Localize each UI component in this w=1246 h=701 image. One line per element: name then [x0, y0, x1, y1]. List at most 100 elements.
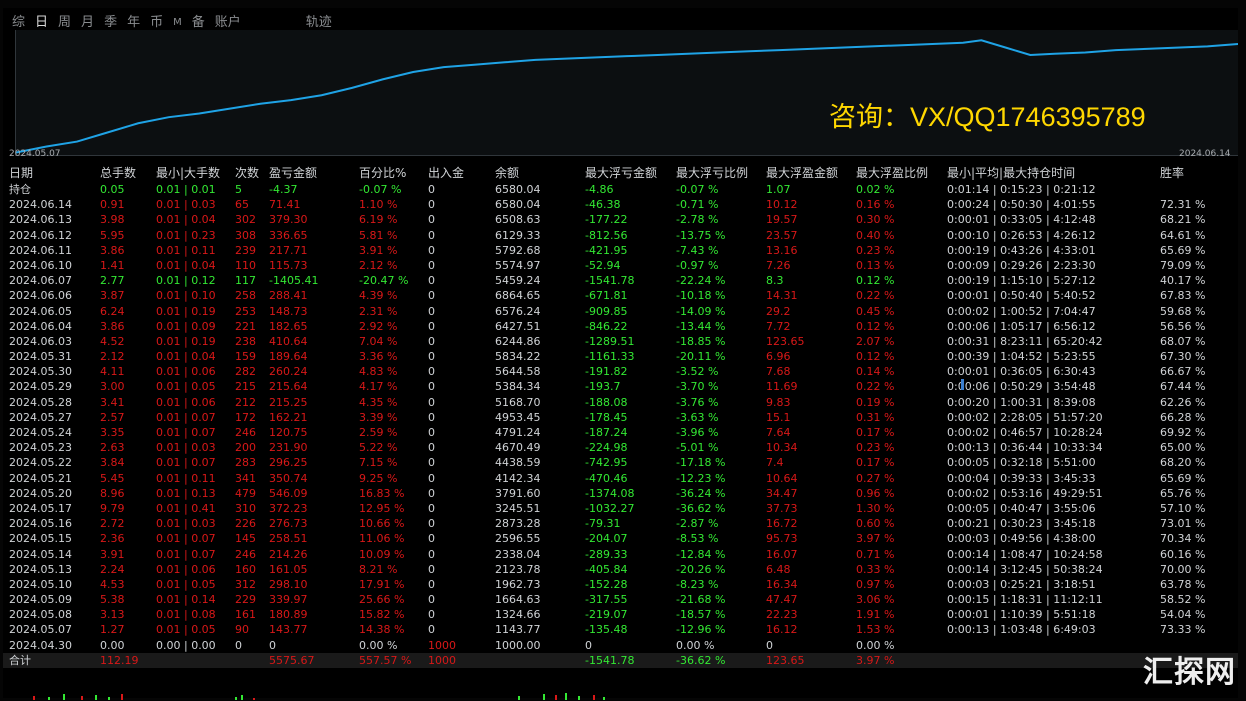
tab-10[interactable]: 轨迹 [305, 15, 332, 30]
table-row-20[interactable]: 2024.05.20 8.96 0.01 | 0.13 479 546.09 16.83 … [3, 486, 1238, 501]
table-row-12-col-1: 4.11 [100, 365, 125, 379]
table-row-29[interactable]: 2024.05.07 1.27 0.01 | 0.05 90 143.77 14.38 %… [3, 622, 1238, 637]
table-row-5-col-5: 2.12 % [359, 258, 398, 272]
table-row-13-col-8: -193.7 [585, 380, 621, 394]
table-row-16-col-9: -3.96 % [676, 426, 719, 439]
tab-bar: 综日周月季年币 M 备账户 轨迹 [7, 12, 337, 34]
table-row-19-col-5: 9.25 % [359, 471, 398, 485]
table-row-18-col-4: 296.25 [269, 456, 308, 470]
table-row-18-col-3: 283 [235, 456, 256, 470]
table-row-13[interactable]: 2024.05.29 3.00 0.01 | 0.05 215 215.64 4.17 %… [3, 379, 1238, 394]
table-row-12[interactable]: 2024.05.30 4.11 0.01 | 0.06 282 260.24 4.83 %… [3, 364, 1238, 379]
table-header: 日期 总手数 最小|大手数 次数 盈亏金额 百分比% 出入金 余额 最大浮亏金额 最大浮亏比例 最大… [3, 165, 1238, 182]
tab-6[interactable]: 币 [150, 15, 164, 30]
table-row-6-col-7: 5459.24 [495, 274, 541, 288]
tab-5[interactable]: 年 [127, 15, 141, 30]
tab-0[interactable]: 综 [12, 15, 26, 30]
table-row-4-col-4: 217.71 [269, 243, 308, 257]
table-row-21[interactable]: 2024.05.17 9.79 0.01 | 0.41 310 372.23 12.95 … [3, 501, 1238, 516]
table-row-23-col-0: 2024.05.15 [9, 532, 72, 546]
table-row-16[interactable]: 2024.05.24 3.35 0.01 | 0.07 246 120.75 2.59 %… [3, 425, 1238, 440]
table-row-26-col-13: 63.78 % [1160, 577, 1206, 591]
table-row-10[interactable]: 2024.06.03 4.52 0.01 | 0.19 238 410.64 7.04 %… [3, 334, 1238, 349]
tab-4[interactable]: 季 [104, 15, 118, 30]
table-row-16-col-8: -187.24 [585, 426, 628, 439]
table-row-5[interactable]: 2024.06.10 1.41 0.01 | 0.04 110 115.73 2.12 %… [3, 258, 1238, 273]
table-row-24[interactable]: 2024.05.14 3.91 0.01 | 0.07 246 214.26 10.09 … [3, 547, 1238, 562]
table-row-15[interactable]: 2024.05.27 2.57 0.01 | 0.07 172 162.21 3.39 %… [3, 410, 1238, 425]
table-row-4[interactable]: 2024.06.11 3.86 0.01 | 0.11 239 217.71 3.91 %… [3, 243, 1238, 258]
table-row-3[interactable]: 2024.06.12 5.95 0.01 | 0.23 308 336.65 5.81 %… [3, 228, 1238, 243]
table-row-1-col-11: 0.16 % [856, 198, 895, 212]
table-row-16-col-11: 0.17 % [856, 426, 895, 439]
table-row-17-col-1: 2.63 [100, 441, 125, 455]
table-row-1[interactable]: 2024.06.14 0.91 0.01 | 0.03 65 71.41 1.10 % 0 6… [3, 197, 1238, 212]
table-row-2[interactable]: 2024.06.13 3.98 0.01 | 0.04 302 379.30 6.19 %… [3, 212, 1238, 227]
table-row-19-col-4: 350.74 [269, 471, 308, 485]
table-row-26-col-10: 16.34 [766, 577, 798, 591]
table-row-6-col-8: -1541.78 [585, 274, 635, 288]
table-row-23-col-10: 95.73 [766, 532, 798, 546]
table-row-25-col-13: 70.00 % [1160, 562, 1206, 576]
table-row-18[interactable]: 2024.05.22 3.84 0.01 | 0.07 283 296.25 7.15 %… [3, 455, 1238, 470]
table-row-27[interactable]: 2024.05.09 5.38 0.01 | 0.14 229 339.97 25.66 … [3, 592, 1238, 607]
table-row-3-col-5: 5.81 % [359, 228, 398, 242]
table-row-17[interactable]: 2024.05.23 2.63 0.01 | 0.03 200 231.90 5.22 %… [3, 440, 1238, 455]
table-row-6[interactable]: 2024.06.07 2.77 0.01 | 0.12 117 -1405.41 -20.… [3, 273, 1238, 288]
table-row-14[interactable]: 2024.05.28 3.41 0.01 | 0.06 212 215.25 4.35 %… [3, 395, 1238, 410]
table-row-9-col-12: 0:00:06 | 1:05:17 | 6:56:12 [947, 319, 1096, 333]
table-row-22[interactable]: 2024.05.16 2.72 0.01 | 0.03 226 276.73 10.66 … [3, 516, 1238, 531]
tab-7[interactable]: M [173, 17, 182, 28]
table-row-4-col-8: -421.95 [585, 243, 628, 257]
table-row-2-col-0: 2024.06.13 [9, 213, 72, 227]
table-row-22-col-9: -2.87 % [676, 517, 719, 531]
table-row-25[interactable]: 2024.05.13 2.24 0.01 | 0.06 160 161.05 8.21 %… [3, 562, 1238, 577]
table-row-11[interactable]: 2024.05.31 2.12 0.01 | 0.04 159 189.64 3.36 %… [3, 349, 1238, 364]
table-row-16-col-2: 0.01 | 0.07 [156, 426, 216, 439]
tab-8[interactable]: 备 [191, 15, 205, 30]
table-row-10-col-3: 238 [235, 334, 256, 348]
table-row-28-col-11: 1.91 % [856, 608, 895, 622]
table-row-6-col-10: 8.3 [766, 274, 784, 288]
table-row-28[interactable]: 2024.05.08 3.13 0.01 | 0.08 161 180.89 15.82 … [3, 607, 1238, 622]
table-row-24-col-4: 214.26 [269, 547, 308, 561]
table-row-18-col-2: 0.01 | 0.07 [156, 456, 216, 470]
table-row-14-col-8: -188.08 [585, 395, 628, 409]
table-header-col-10: 最大浮盈金额 [766, 166, 839, 180]
volume-bar [33, 696, 35, 700]
tab-1[interactable]: 日 [35, 15, 49, 30]
table-row-26-col-4: 298.10 [269, 577, 308, 591]
table-row-8[interactable]: 2024.06.05 6.24 0.01 | 0.19 253 148.73 2.31 %… [3, 304, 1238, 319]
table-row-16-col-12: 0:00:02 | 0:46:57 | 10:28:24 [947, 426, 1103, 439]
table-row-0[interactable]: 持仓 0.05 0.01 | 0.01 5 -4.37 -0.07 % 0 6580.04 -4… [3, 182, 1238, 197]
table-row-12-col-7: 5644.58 [495, 365, 541, 379]
table-row-30-col-4: 0 [269, 638, 276, 652]
table-row-6-col-1: 2.77 [100, 274, 125, 288]
table-row-17-col-5: 5.22 % [359, 441, 398, 455]
table-row-28-col-5: 15.82 % [359, 608, 405, 622]
volume-bar [48, 697, 50, 700]
equity-curve-svg [16, 39, 1238, 154]
table-row-13-col-4: 215.64 [269, 380, 308, 394]
table-row-23[interactable]: 2024.05.15 2.36 0.01 | 0.07 145 258.51 11.06 … [3, 531, 1238, 546]
table-row-12-col-10: 7.68 [766, 365, 791, 379]
tab-9[interactable]: 账户 [214, 15, 241, 30]
table-row-30[interactable]: 2024.04.30 0.00 0.00 | 0.00 0 0 0.00 % 1000 100… [3, 638, 1238, 653]
table-row-7[interactable]: 2024.06.06 3.87 0.01 | 0.10 258 288.41 4.39 %… [3, 288, 1238, 303]
table-row-9-col-9: -13.44 % [676, 319, 726, 333]
table-row-9[interactable]: 2024.06.04 3.86 0.01 | 0.09 221 182.65 2.92 %… [3, 319, 1238, 334]
table-row-3-col-7: 6129.33 [495, 228, 541, 242]
table-row-30-col-6: 1000 [428, 638, 456, 652]
table-row-19[interactable]: 2024.05.21 5.45 0.01 | 0.11 341 350.74 9.25 %… [3, 471, 1238, 486]
table-row-22-col-2: 0.01 | 0.03 [156, 517, 216, 531]
tab-2[interactable]: 周 [58, 15, 72, 30]
table-row-6-col-5: -20.47 % [359, 274, 409, 288]
table-row-21-col-10: 37.73 [766, 501, 798, 515]
tab-3[interactable]: 月 [81, 15, 95, 30]
table-row-21-col-4: 372.23 [269, 501, 308, 515]
table-row-8-col-13: 59.68 % [1160, 304, 1206, 318]
table-row-23-col-5: 11.06 % [359, 532, 405, 546]
table-row-24-col-3: 246 [235, 547, 256, 561]
table-row-26[interactable]: 2024.05.10 4.53 0.01 | 0.05 312 298.10 17.91 … [3, 577, 1238, 592]
table-row-18-col-11: 0.17 % [856, 456, 895, 470]
